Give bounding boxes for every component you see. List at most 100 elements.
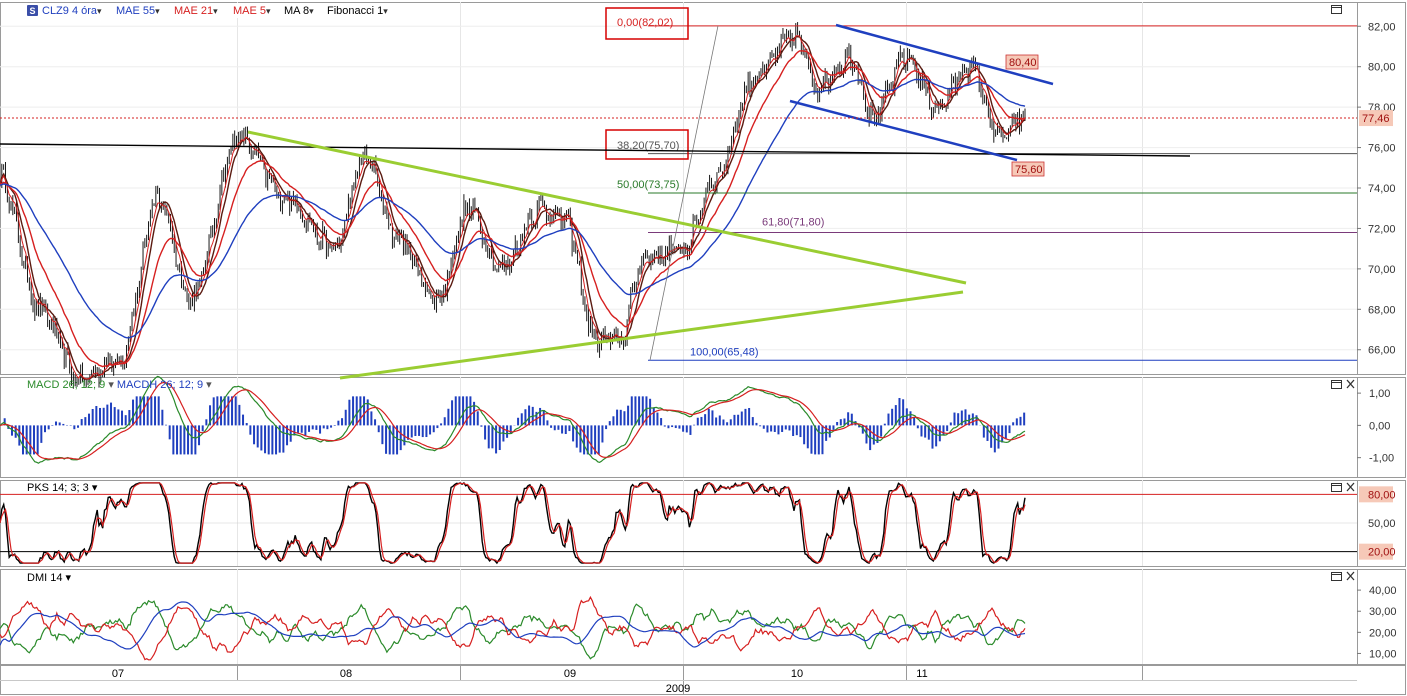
panel-controls[interactable] <box>1331 571 1355 581</box>
macdh-bar <box>91 408 94 426</box>
macdh-bar <box>718 415 721 426</box>
macdh-bar <box>799 425 802 438</box>
macdh-bar <box>696 417 699 426</box>
macdh-bar <box>777 425 780 435</box>
macdh-bar <box>784 425 787 430</box>
macdh-bar <box>817 425 820 455</box>
fib-level-label: 0,00(82,02) <box>617 17 673 29</box>
macdh-bar <box>685 425 688 433</box>
macdh-bar <box>711 410 714 426</box>
macdh-bar <box>1012 422 1015 426</box>
fib-highlight-box <box>605 129 689 160</box>
indicator-dropdown[interactable]: MAE 55▾ <box>116 5 160 17</box>
macdh-bar <box>436 425 439 429</box>
macdh-bar <box>1004 425 1007 440</box>
indicator-dropdown[interactable]: Fibonacci 1▾ <box>327 5 388 17</box>
macdh-bar <box>726 422 729 426</box>
macdh-bar <box>630 396 633 426</box>
triangle-lower-line[interactable] <box>339 290 964 380</box>
macdh-bar <box>821 425 824 455</box>
macdh-bar <box>564 425 567 435</box>
pks-title[interactable]: PKS 14; 3; 3 ▾ <box>27 482 98 494</box>
indicator-dropdown[interactable]: MA 8▾ <box>284 5 314 17</box>
dmi-title[interactable]: DMI 14 ▾ <box>27 572 72 584</box>
maximize-icon[interactable] <box>1331 5 1342 14</box>
macdh-bar <box>623 411 626 426</box>
indicator-dropdown[interactable]: MAE 5▾ <box>233 5 271 17</box>
macdh-bar <box>429 425 432 435</box>
macdh-bar <box>227 396 230 426</box>
maximize-icon[interactable] <box>1331 572 1342 581</box>
triangle-upper-line[interactable] <box>247 130 967 285</box>
macdh-bar <box>253 425 256 445</box>
macdh-bar <box>139 396 142 426</box>
maximize-icon[interactable] <box>1331 380 1342 389</box>
macdh-bar <box>407 425 410 440</box>
macdh-bar <box>55 421 58 426</box>
macdh-bar <box>128 410 131 426</box>
macdh-bar <box>938 425 941 442</box>
macdh-bar <box>935 425 938 447</box>
close-icon[interactable] <box>1346 571 1355 581</box>
channel-lower-label: 75,60 <box>1015 164 1043 176</box>
macdh-bar <box>627 405 630 426</box>
macdh-bar <box>256 425 259 448</box>
macdh-bar <box>568 425 571 432</box>
panel-controls[interactable] <box>1331 482 1355 492</box>
channel-upper-label-box <box>1005 54 1039 70</box>
macd-title[interactable]: MACD 26; 12; 9 ▾ MACDH 26; 12; 9 ▾ <box>27 379 212 391</box>
macdh-bar <box>902 399 905 426</box>
macdh-bar <box>99 407 102 426</box>
macdh-bar <box>293 425 296 436</box>
macdh-bar <box>1001 425 1004 443</box>
macdh-bar <box>1008 425 1011 434</box>
macdh-bar <box>927 425 930 440</box>
channel-upper-line[interactable] <box>835 23 1054 86</box>
macdh-bar <box>36 425 39 455</box>
macdh-bar <box>84 417 87 426</box>
macdh-bar <box>528 405 531 426</box>
macdh-bar <box>942 425 945 435</box>
macdh-bar <box>557 425 560 430</box>
macdh-bar <box>839 419 842 426</box>
macdh-bar <box>300 425 303 433</box>
macdh-bar <box>806 425 809 449</box>
macdh-bar <box>29 425 32 455</box>
macdh-bar <box>451 400 454 426</box>
panel-controls[interactable] <box>1331 5 1342 14</box>
macdh-bar <box>440 423 443 426</box>
macdh-bar <box>414 425 417 437</box>
macdh-bar <box>700 416 703 426</box>
macdh-bar <box>198 425 201 446</box>
macdh-bar <box>231 396 234 426</box>
macdh-bar <box>447 408 450 426</box>
channel-lower-line[interactable] <box>789 99 1018 162</box>
macdh-bar <box>168 425 171 440</box>
macdh-bar <box>183 425 186 455</box>
macdh-bar <box>220 396 223 426</box>
macdh-bar <box>121 410 124 426</box>
macdh-bar <box>458 396 461 426</box>
toolbar <box>1 3 331 18</box>
macdh-bar <box>381 425 384 445</box>
macdh-bar <box>788 425 791 431</box>
indicator-dropdown[interactable]: CLZ9 4 óra▾ <box>42 5 102 17</box>
indicator-dropdown[interactable]: MAE 21▾ <box>174 5 218 17</box>
macdh-bar <box>579 425 582 453</box>
macdh-bar <box>432 425 435 433</box>
macdh-bar <box>194 425 197 455</box>
close-icon[interactable] <box>1346 482 1355 492</box>
macdh-bar <box>58 422 61 426</box>
macdh-bar <box>762 425 765 429</box>
macdh-bar <box>931 425 934 449</box>
maximize-icon[interactable] <box>1331 483 1342 492</box>
macdh-bar <box>267 425 270 455</box>
macdh-bar <box>355 396 358 426</box>
close-icon[interactable] <box>1346 379 1355 389</box>
macdh-bar <box>733 414 736 426</box>
macdh-bar <box>410 425 413 438</box>
macdh-bar <box>143 396 146 426</box>
macdh-bar <box>755 422 758 426</box>
month-tick-label: 09 <box>564 668 576 680</box>
panel-controls[interactable] <box>1331 379 1355 389</box>
